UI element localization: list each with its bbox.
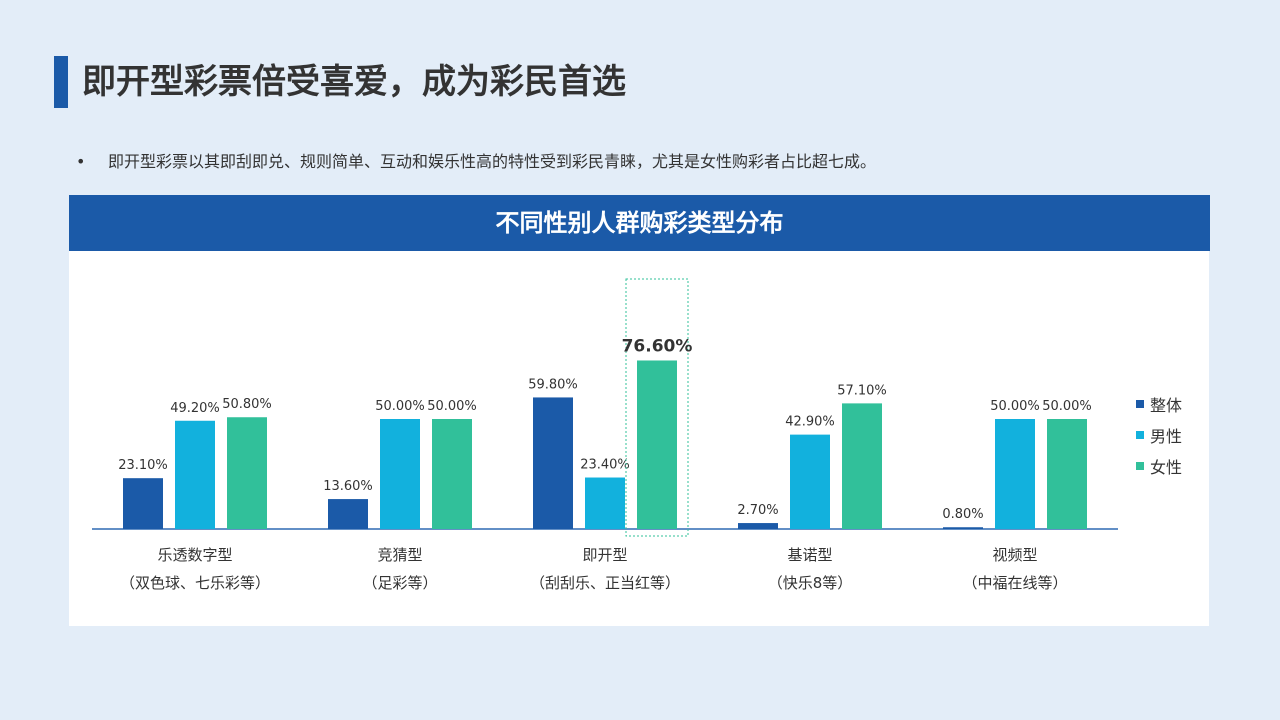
- category-label-4-0: 视频型: [992, 546, 1037, 564]
- bar-male-0: [175, 420, 215, 529]
- category-label-2-0: 即开型: [582, 546, 627, 564]
- data-label-overall-4: 0.80%: [942, 507, 983, 522]
- bullet-text: 即开型彩票以其即刮即兑、规则简单、互动和娱乐性高的特性受到彩民青睐，尤其是女性购…: [108, 152, 877, 171]
- page-title: 即开型彩票倍受喜爱，成为彩民首选: [82, 62, 626, 102]
- data-label-overall-1: 13.60%: [323, 479, 373, 494]
- data-label-female-1: 50.00%: [427, 399, 477, 414]
- legend-item-male: 男性: [1136, 419, 1182, 450]
- data-label-male-4: 50.00%: [990, 399, 1040, 414]
- bar-overall-2: [533, 397, 573, 529]
- data-label-male-2: 23.40%: [580, 458, 630, 473]
- bar-female-0: [227, 417, 267, 529]
- chart-panel: 23.10% 49.20% 50.80% 乐透数字型 （双色球、七乐彩等） 13.60% 5…: [69, 251, 1209, 626]
- legend-item-overall: 整体: [1136, 388, 1182, 419]
- data-label-female-3: 57.10%: [837, 383, 887, 398]
- bar-female-4: [1047, 419, 1087, 529]
- data-label-overall-0: 23.10%: [118, 458, 168, 473]
- category-label-2-1: （刮刮乐、正当红等）: [530, 574, 680, 592]
- data-label-female-2: 76.60%: [622, 336, 693, 356]
- chart-title: 不同性别人群购彩类型分布: [69, 195, 1210, 251]
- bar-male-2: [585, 477, 625, 529]
- bar-overall-4: [943, 527, 983, 529]
- legend-label-overall: 整体: [1150, 395, 1183, 415]
- bar-male-1: [380, 419, 420, 529]
- bar-female-3: [842, 403, 882, 529]
- bar-overall-3: [738, 523, 778, 529]
- category-label-0-0: 乐透数字型: [157, 546, 232, 564]
- title-accent-bar: [54, 56, 68, 108]
- bar-male-3: [790, 434, 830, 529]
- category-label-3-1: （快乐8等）: [768, 574, 853, 592]
- data-label-overall-2: 59.80%: [528, 377, 578, 392]
- category-label-4-1: （中福在线等）: [962, 574, 1067, 592]
- bar-overall-0: [123, 478, 163, 529]
- bar-female-2: [637, 360, 677, 529]
- data-label-female-4: 50.00%: [1042, 399, 1092, 414]
- bar-overall-1: [328, 499, 368, 529]
- bar-chart: 23.10% 49.20% 50.80% 乐透数字型 （双色球、七乐彩等） 13.60% 5…: [92, 278, 1118, 592]
- bar-male-4: [995, 419, 1035, 529]
- data-label-male-1: 50.00%: [375, 399, 425, 414]
- category-label-3-0: 基诺型: [787, 546, 832, 564]
- chart-legend: 整体 男性 女性: [1136, 388, 1182, 481]
- legend-swatch-female: [1136, 461, 1144, 470]
- data-label-overall-3: 2.70%: [737, 503, 778, 518]
- category-label-1-0: 竞猜型: [377, 546, 422, 564]
- data-label-male-3: 42.90%: [785, 415, 835, 430]
- legend-swatch-overall: [1136, 399, 1144, 408]
- data-label-female-0: 50.80%: [222, 397, 272, 412]
- category-label-0-1: （双色球、七乐彩等）: [120, 574, 270, 592]
- category-label-1-1: （足彩等）: [362, 574, 437, 592]
- bar-female-1: [432, 419, 472, 529]
- highlight-box: [625, 278, 689, 537]
- data-label-male-0: 49.20%: [170, 401, 220, 416]
- legend-item-female: 女性: [1136, 450, 1182, 481]
- legend-label-female: 女性: [1150, 457, 1183, 477]
- bullet-marker: •: [76, 152, 86, 171]
- legend-swatch-male: [1136, 430, 1144, 439]
- legend-label-male: 男性: [1150, 426, 1183, 446]
